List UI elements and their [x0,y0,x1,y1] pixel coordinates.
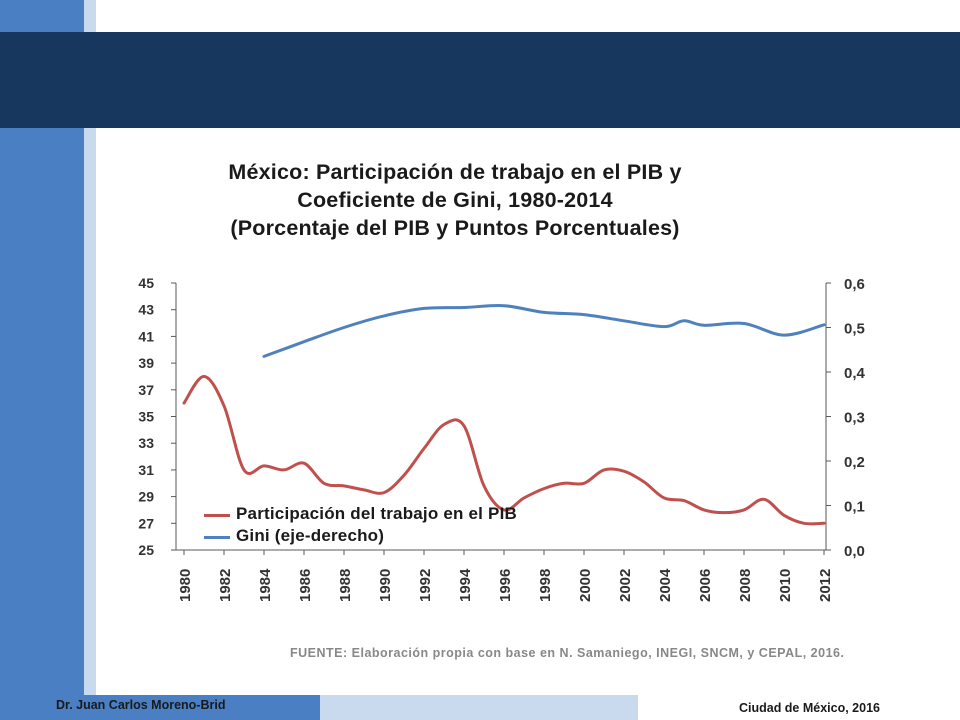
header-band [0,32,960,128]
x-tick-label: 1990 [377,569,394,602]
x-tick-label: 2008 [737,569,754,602]
x-tick-label: 2000 [577,569,594,602]
x-tick-label: 1982 [217,569,234,602]
y-left-tick-label: 35 [138,409,154,425]
y-right-tick-label: 0,0 [844,543,865,560]
y-left-tick-label: 29 [138,489,154,505]
y-left-tick-label: 25 [138,542,154,558]
footer-author: Dr. Juan Carlos Moreno-Brid [56,698,226,712]
x-tick-label: 1992 [417,569,434,602]
x-tick-label: 1994 [457,568,474,602]
y-left-tick-label: 37 [138,382,154,398]
y-left-tick-label: 43 [138,302,154,318]
chart-title-line-1: México: Participación de trabajo en el P… [228,160,682,184]
legend-label-gini: Gini (eje-derecho) [236,526,385,545]
y-left-tick-label: 27 [138,515,154,531]
x-tick-label: 1998 [537,569,554,602]
footer-right-block: Ciudad de México, 2016 [638,695,960,720]
y-right-tick-label: 0,4 [844,365,866,382]
footer-left-block: Dr. Juan Carlos Moreno-Brid [0,695,320,720]
y-left-tick-label: 33 [138,435,154,451]
series-line-gini [262,304,826,358]
y-right-tick-label: 0,1 [844,499,865,516]
y-left-tick-label: 45 [138,275,154,291]
y-left-tick-label: 31 [138,462,154,478]
legend-swatch-labor-share [204,514,230,517]
y-left-tick-label: 41 [138,328,154,344]
y-left-tick-label: 39 [138,355,154,371]
x-tick-label: 1986 [297,569,314,602]
source-note: FUENTE: Elaboración propia con base en N… [290,646,845,660]
y-right-tick-label: 0,2 [844,454,865,471]
y-right-tick-label: 0,3 [844,410,865,427]
footer-mid-block [320,695,638,720]
legend-label-labor-share: Participación del trabajo en el PIB [236,504,517,523]
x-tick-label: 1996 [497,569,514,602]
x-tick-label: 2010 [777,569,794,602]
left-accent-stripe [84,0,96,720]
y-right-tick-label: 0,5 [844,321,865,338]
y-right-tick-label: 0,6 [844,276,865,293]
footer-place: Ciudad de México, 2016 [738,701,880,715]
chart-title: México: Participación de trabajo en el P… [150,158,760,242]
x-tick-label: 2004 [657,568,674,602]
x-tick-label: 2002 [617,569,634,602]
x-tick-label: 2006 [697,569,714,602]
series-line-labor-share [182,374,826,526]
x-tick-label: 2012 [817,569,834,602]
chart-title-line-3: (Porcentaje del PIB y Puntos Porcentuale… [230,216,680,240]
x-tick-label: 1980 [177,569,194,602]
chart-title-line-2: Coeficiente de Gini, 1980-2014 [297,188,613,212]
legend-swatch-gini [204,536,230,539]
x-tick-label: 1984 [257,568,274,602]
x-tick-label: 1988 [337,569,354,602]
footer-bar: Dr. Juan Carlos Moreno-Brid Ciudad de Mé… [0,695,960,720]
